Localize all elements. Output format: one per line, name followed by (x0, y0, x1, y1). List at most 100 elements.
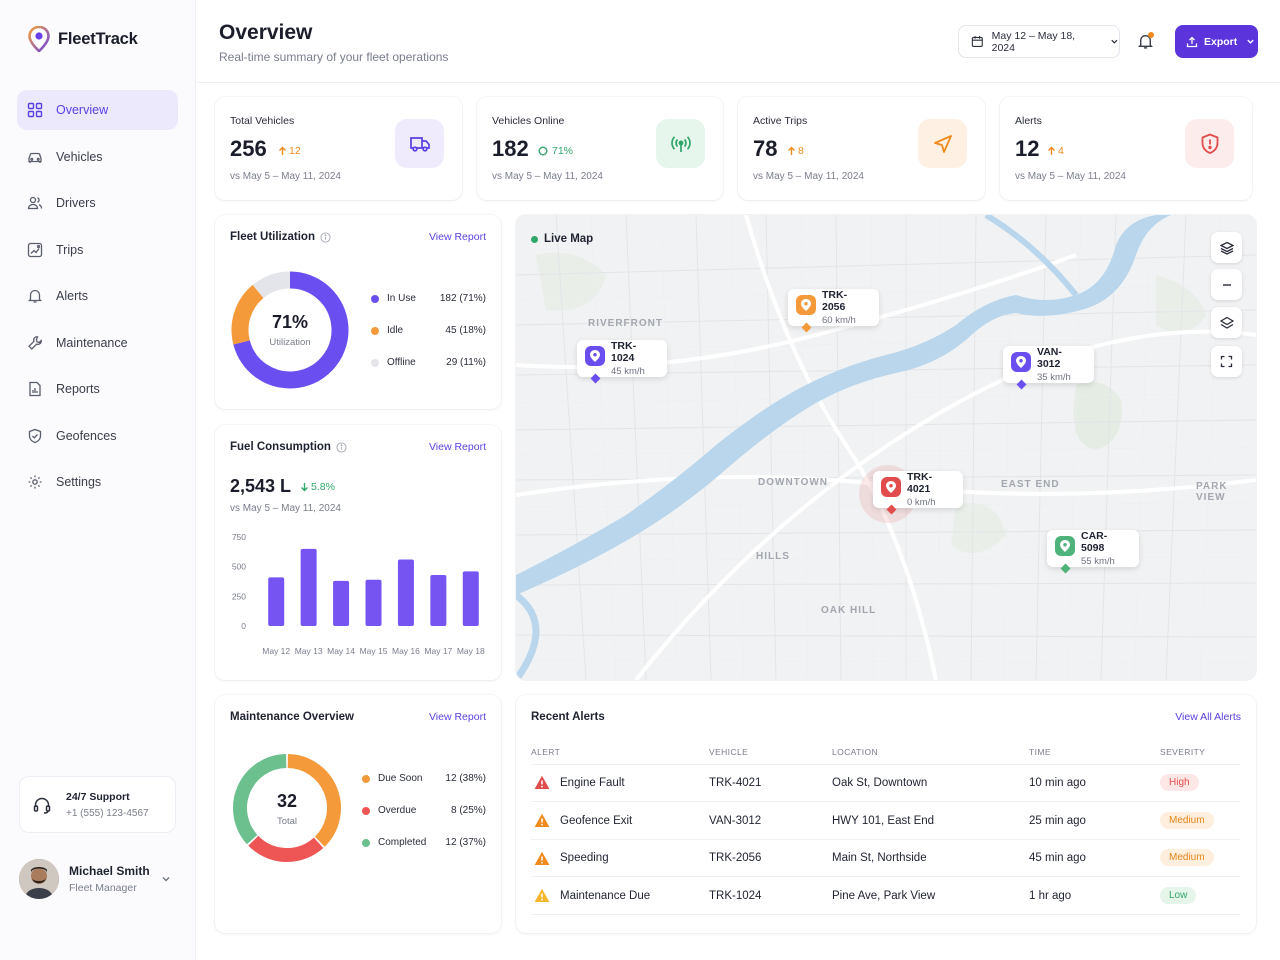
map-layers-button[interactable] (1211, 232, 1242, 263)
donut-center: 32 Total (247, 791, 327, 827)
column-header-location[interactable]: LOCATION (832, 747, 879, 757)
live-map[interactable]: Live Map RIVERFRONT DOWNTOWN EAST END PA… (516, 215, 1256, 680)
stat-delta-value: 4 (1058, 145, 1064, 157)
map-style-button[interactable] (1211, 307, 1242, 338)
vehicle-id: CAR-5098 (1081, 530, 1108, 554)
card-title-text: Fuel Consumption (230, 441, 331, 453)
sidebar-item-maintenance[interactable]: Maintenance (17, 323, 178, 363)
date-range-picker[interactable]: May 12 – May 18, 2024 (958, 25, 1120, 58)
fuel-bar[interactable] (397, 559, 414, 626)
fuel-bar[interactable] (333, 580, 350, 626)
stat-card-total-vehicles: Total Vehicles 256 12 vs May 5 – May 11,… (215, 97, 462, 200)
bell-icon (27, 289, 43, 303)
legend-item-completed: Completed (362, 837, 426, 848)
column-header-time[interactable]: TIME (1029, 747, 1051, 757)
x-tick-label: May 14 (327, 646, 355, 656)
severity-badge: High (1160, 774, 1199, 791)
sidebar-item-drivers[interactable]: Drivers (17, 183, 178, 223)
card-title: Recent Alerts (531, 711, 605, 723)
map-background[interactable] (516, 215, 1256, 680)
sidebar-item-settings[interactable]: Settings (17, 462, 178, 502)
fuel-compare: vs May 5 – May 11, 2024 (230, 503, 341, 514)
vehicle-speed: 55 km/h (1081, 556, 1115, 567)
stat-value: 182 (492, 136, 529, 161)
fuel-bar[interactable] (300, 548, 317, 626)
sidebar-item-overview[interactable]: Overview (17, 90, 178, 130)
vehicle-speed: 0 km/h (907, 497, 936, 508)
column-header-severity[interactable]: SEVERITY (1160, 747, 1206, 757)
info-icon[interactable] (320, 231, 331, 243)
export-button[interactable]: Export (1175, 25, 1258, 58)
fuel-bar-chart: 750 500 250 0 May 12 May 13 May 14 May 15 May 16… (232, 532, 485, 656)
arrow-up-icon (1048, 146, 1055, 155)
map-title-text: Live Map (544, 233, 594, 245)
table-divider (531, 914, 1240, 915)
sidebar-item-reports[interactable]: Reports (17, 369, 178, 409)
column-header-vehicle[interactable]: VEHICLE (709, 747, 749, 757)
sidebar-item-label: Settings (56, 475, 102, 489)
y-tick-label: 500 (232, 562, 246, 572)
map-place-label: DOWNTOWN (758, 477, 829, 488)
warning-icon (534, 888, 550, 902)
view-report-link[interactable]: View Report (428, 231, 486, 243)
fuel-bar[interactable] (268, 577, 285, 626)
fuel-bar[interactable] (430, 574, 447, 626)
vehicle-marker-car-5098[interactable]: CAR-5098 55 km/h (1047, 530, 1139, 574)
sidebar-item-geofences[interactable]: Geofences (17, 416, 178, 456)
view-all-alerts-link[interactable]: View All Alerts (1175, 711, 1241, 723)
fullscreen-button[interactable] (1211, 346, 1242, 377)
vehicle-marker-trk-1024[interactable]: TRK-1024 45 km/h (577, 340, 667, 384)
chevron-down-icon[interactable] (161, 874, 171, 884)
column-header-alert[interactable]: ALERT (531, 747, 561, 757)
x-tick-label: May 12 (262, 646, 290, 656)
table-divider (531, 876, 1240, 877)
app-logo[interactable]: FleetTrack (28, 26, 138, 52)
alert-vehicle: TRK-2056 (709, 852, 762, 864)
alert-time: 1 hr ago (1029, 890, 1072, 902)
zoom-out-button[interactable] (1211, 269, 1242, 300)
x-tick-label: May 13 (295, 646, 323, 656)
alert-time: 10 min ago (1029, 777, 1086, 789)
sidebar-item-label: Maintenance (56, 335, 128, 350)
warning-icon (534, 851, 550, 865)
stat-card-alerts: Alerts 12 4 vs May 5 – May 11, 2024 (1000, 97, 1252, 200)
wrench-icon (28, 335, 42, 350)
y-tick-label: 250 (232, 591, 246, 601)
car-icon (28, 152, 42, 163)
legend-dot (362, 838, 370, 847)
sidebar-item-vehicles[interactable]: Vehicles (17, 137, 178, 177)
support-card[interactable]: 24/7 Support +1 (555) 123-4567 (19, 776, 176, 833)
table-divider (531, 764, 1240, 765)
notification-dot (1148, 32, 1154, 38)
notifications-button[interactable] (1137, 32, 1154, 55)
stat-value: 78 (753, 136, 778, 161)
stat-label: Active Trips (753, 115, 808, 127)
map-place-label: OAK HILL (821, 605, 877, 616)
user-profile[interactable]: Michael Smith Fleet Manager (19, 858, 179, 900)
legend-dot (371, 294, 379, 303)
alert-location: Oak St, Downtown (832, 777, 928, 789)
fuel-bar[interactable] (462, 571, 479, 626)
header-divider (197, 82, 1280, 83)
alert-name: Engine Fault (560, 777, 625, 789)
info-icon[interactable] (336, 441, 347, 453)
legend-item-overdue: Overdue (362, 805, 416, 816)
view-report-link[interactable]: View Report (428, 441, 486, 453)
vehicle-marker-van-3012[interactable]: VAN-3012 35 km/h (1003, 346, 1094, 390)
stat-compare: vs May 5 – May 11, 2024 (1015, 171, 1126, 182)
y-tick-label: 750 (232, 532, 246, 542)
legend-label: Overdue (378, 805, 417, 816)
vehicle-marker-trk-2056[interactable]: TRK-2056 60 km/h (788, 289, 879, 333)
users-icon (27, 196, 43, 210)
chevron-down-icon (1111, 39, 1118, 44)
legend-dot (362, 806, 370, 815)
stat-delta: 8 (787, 145, 804, 157)
stat-delta: 12 (278, 145, 301, 157)
fuel-bar[interactable] (365, 579, 382, 626)
sidebar-item-alerts[interactable]: Alerts (17, 276, 178, 316)
sidebar-item-trips[interactable]: Trips (17, 230, 178, 270)
fuel-delta-value: 5.8% (311, 481, 335, 493)
vehicle-marker-trk-4021[interactable]: TRK-4021 0 km/h (873, 471, 963, 515)
maintenance-overview-card: Maintenance Overview View Report 32 Tota… (215, 695, 501, 933)
view-report-link[interactable]: View Report (428, 711, 486, 723)
